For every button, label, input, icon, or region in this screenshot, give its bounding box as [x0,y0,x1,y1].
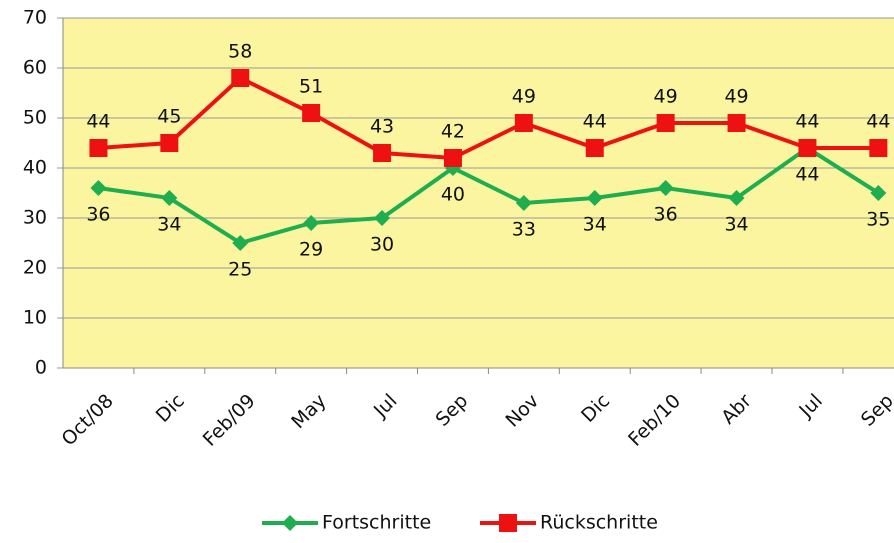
data-label: 44 [86,111,110,133]
data-label: 51 [299,76,323,98]
data-label: 34 [724,214,748,236]
y-tick-label: 70 [23,7,47,29]
data-label: 45 [157,106,181,128]
y-tick-label: 60 [23,57,47,79]
data-label: 36 [654,204,678,226]
marker [374,210,391,226]
data-label: 33 [512,219,536,241]
marker [870,185,887,201]
plot-area [63,18,894,368]
marker [443,149,462,167]
data-label: 58 [228,41,252,63]
y-tick-label: 20 [23,257,47,279]
data-label: 43 [370,116,394,138]
y-tick-label: 30 [23,207,47,229]
x-tick-label: Feb/09 [199,390,260,451]
x-tick-label: Feb/10 [624,390,685,451]
marker [656,114,675,132]
marker [89,139,108,157]
x-tick-label: Sep [431,390,472,431]
marker [160,134,179,152]
legend-label: Fortschritte [322,512,431,534]
x-tick-label: Nov [501,390,543,432]
data-label: 35 [866,209,890,231]
data-label: 34 [157,214,181,236]
series-line [98,145,880,246]
y-tick-label: 0 [35,357,47,379]
marker [515,195,532,211]
marker [657,180,674,196]
marker [232,235,249,251]
marker [585,139,604,157]
marker [231,69,250,87]
marker [514,114,533,132]
data-label: 42 [441,121,465,143]
marker [161,190,178,206]
data-label: 44 [866,111,890,133]
x-tick-label: Sep [857,390,894,431]
x-tick-label: May [287,390,330,433]
marker [727,114,746,132]
data-label: 49 [724,86,748,108]
marker [586,190,603,206]
data-label: 44 [583,111,607,133]
data-label: 40 [441,184,465,206]
marker [302,104,321,122]
x-tick-label: Oct/08 [57,390,117,450]
x-tick-label: Abr [717,390,756,429]
series-line [98,75,879,161]
marker [798,139,817,157]
x-tick-label: Jul [369,390,401,422]
marker [303,215,320,231]
data-label: 44 [795,164,819,186]
data-label: 49 [512,86,536,108]
y-tick-label: 10 [23,307,47,329]
data-label: 25 [228,259,252,281]
marker [869,139,888,157]
legend-label: Rückschritte [540,512,658,534]
marker [282,515,298,531]
x-tick-label: Dic [152,390,189,427]
y-tick-label: 50 [23,107,47,129]
data-label: 34 [583,214,607,236]
data-label: 49 [654,86,678,108]
data-label: 30 [370,234,394,256]
x-tick-label: Jul [794,390,826,422]
data-label: 44 [795,111,819,133]
data-label: 29 [299,239,323,261]
x-tick-label: Dic [577,390,614,427]
marker [90,180,107,196]
marker [728,190,745,206]
marker [499,514,517,532]
y-tick-label: 40 [23,157,47,179]
data-label: 36 [86,204,110,226]
marker [373,144,392,162]
